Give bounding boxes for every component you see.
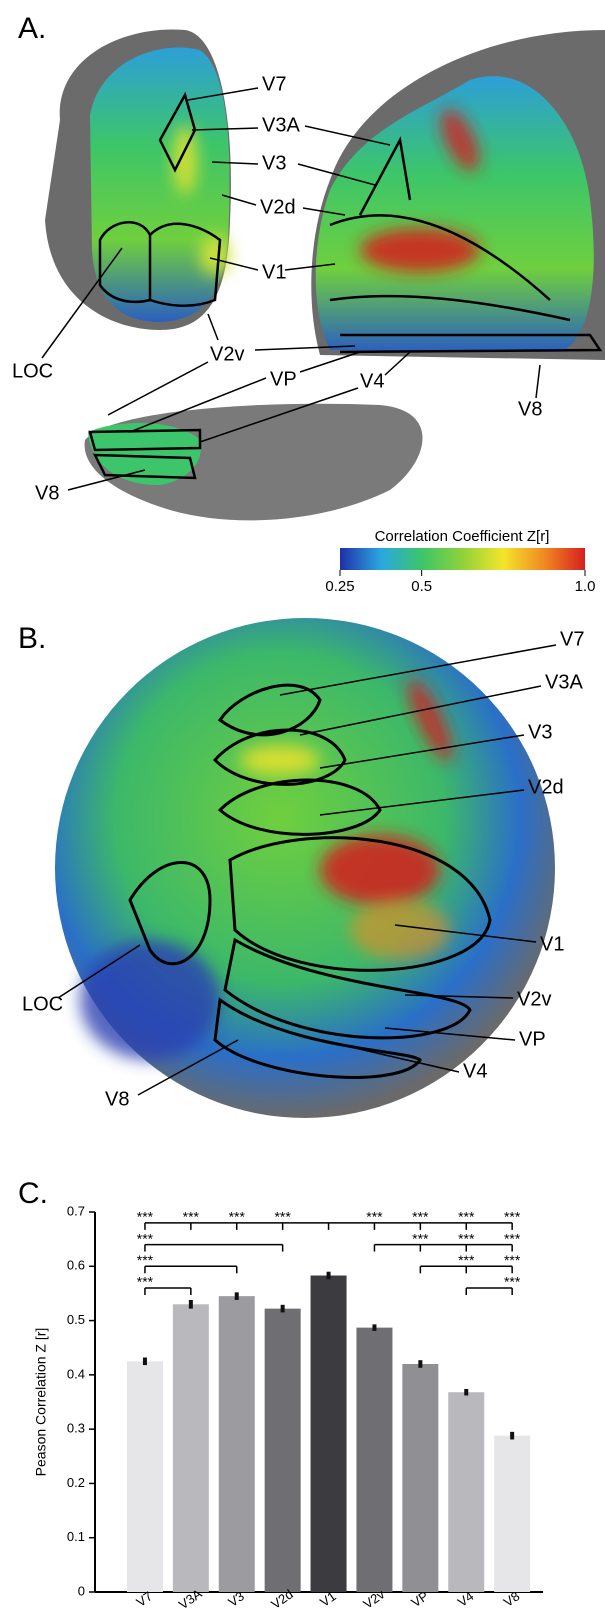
bar [219,1296,255,1592]
significance-label: *** [504,1230,521,1246]
significance-label: *** [274,1209,291,1225]
roi-label: LOC [22,993,63,1015]
roi-label: V2d [528,776,564,798]
roi-label: V4 [360,370,384,392]
roi-label: V7 [262,73,286,95]
bar [448,1392,484,1592]
roi-label: V7 [560,628,584,650]
significance-label: *** [412,1230,429,1246]
bar [402,1364,438,1592]
panel-label: A. [18,12,46,45]
colorbar-tick-label: 0.25 [325,578,354,595]
y-tick-label: 0.1 [67,1529,85,1544]
colorbar-tick-label: 0.5 [411,578,432,595]
y-tick-label: 0.5 [67,1312,85,1327]
bar [494,1436,530,1592]
significance-label: *** [137,1274,154,1290]
roi-label: V1 [262,261,286,283]
bar [265,1309,301,1592]
bar [356,1328,392,1592]
significance-label: *** [137,1209,154,1225]
y-tick-label: 0.4 [67,1366,85,1381]
significance-label: *** [137,1252,154,1268]
significance-label: *** [412,1209,429,1225]
significance-label: *** [458,1209,475,1225]
significance-label: *** [458,1252,475,1268]
bar [127,1361,163,1592]
roi-label: V1 [540,933,564,955]
figure: A. B. C. V7 V3A V3 V2d V1 LOC V2v VP V4 V8 V8 Correlat… [0,0,605,1610]
brain-occipital-view [45,30,231,330]
significance-label: *** [183,1209,200,1225]
roi-label: V2v [517,988,551,1010]
y-tick-label: 0.3 [67,1421,85,1436]
roi-label: V8 [105,1088,129,1110]
significance-label: *** [504,1252,521,1268]
roi-label: V3 [262,152,286,174]
roi-label: VP [270,368,297,390]
significance-label: *** [137,1230,154,1246]
colorbar [340,548,585,570]
bar [173,1304,209,1592]
roi-label: V3A [545,671,583,693]
colorbar-tick-label: 1.0 [575,578,596,595]
brain-lateral-view [311,30,605,360]
significance-label: *** [366,1209,383,1225]
leader-line [208,314,218,340]
brain-sphere [55,618,555,1118]
colorbar-title: Correlation Coefficient Z[r] [375,528,550,545]
y-tick-label: 0.6 [67,1258,85,1273]
significance-label: *** [229,1209,246,1225]
significance-label: *** [504,1209,521,1225]
y-axis-label: Peason Correlation Z [r] [33,1328,49,1477]
y-tick-label: 0 [78,1583,85,1598]
brain-ventral-view [85,404,423,521]
y-tick-label: 0.2 [67,1475,85,1490]
roi-label: V2d [260,196,296,218]
bar [311,1276,347,1592]
panel-label: B. [18,622,46,655]
roi-label: LOC [12,360,53,382]
roi-label: V2v [210,343,244,365]
roi-label: VP [519,1028,546,1050]
panel-label: C. [18,1177,48,1210]
roi-label: V8 [35,482,59,504]
leader-line [536,365,540,398]
roi-label: V3A [262,114,300,136]
roi-label: V8 [518,398,542,420]
y-tick-label: 0.7 [67,1203,85,1218]
roi-label: V4 [463,1060,487,1082]
roi-label: V3 [528,721,552,743]
significance-label: *** [458,1230,475,1246]
significance-label: *** [504,1274,521,1290]
